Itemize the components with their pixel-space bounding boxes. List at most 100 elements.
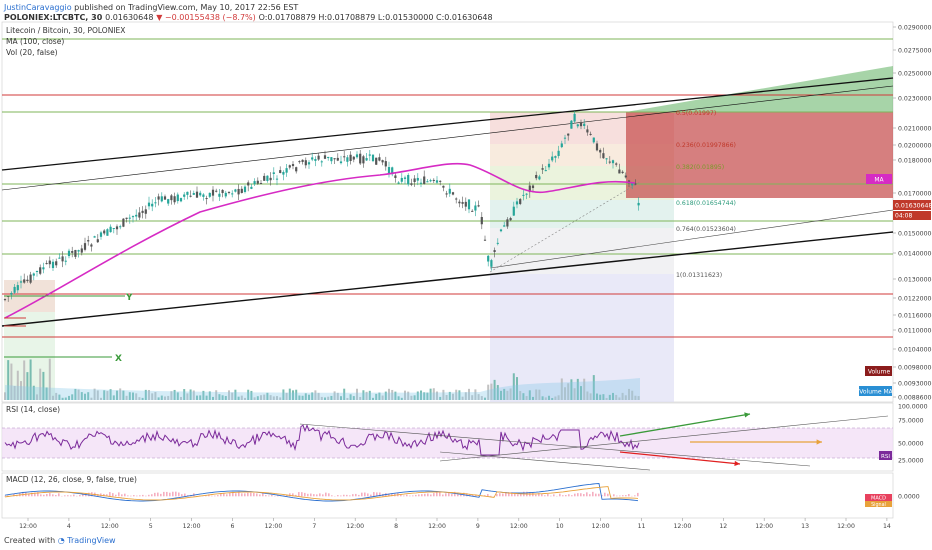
volume-bar bbox=[596, 393, 598, 400]
candle-body bbox=[295, 167, 298, 172]
rsi-legend[interactable]: RSI (14, close) bbox=[6, 405, 61, 414]
macd-legend[interactable]: MACD (12, 26, close, 9, false, true) bbox=[6, 475, 137, 484]
candle-body bbox=[285, 168, 288, 173]
candle-body bbox=[448, 188, 451, 194]
volume-bar bbox=[71, 394, 74, 400]
macd-histogram-bar bbox=[607, 493, 609, 497]
macd-histogram-bar bbox=[355, 493, 357, 497]
volume-bar bbox=[532, 396, 534, 400]
volume-bar bbox=[151, 393, 154, 400]
candle-body bbox=[288, 165, 291, 168]
volume-bar bbox=[224, 396, 227, 400]
macd-histogram-bar bbox=[571, 495, 573, 497]
volume-bar bbox=[356, 388, 358, 400]
volume-bar bbox=[628, 388, 630, 400]
volume-bar bbox=[359, 396, 362, 400]
candle-body bbox=[563, 137, 567, 139]
candle-body bbox=[189, 195, 192, 197]
tradingview-brand[interactable]: TradingView bbox=[67, 536, 116, 545]
vol-legend[interactable]: Vol (20, false) bbox=[6, 48, 58, 57]
volume-bar bbox=[484, 397, 486, 400]
macd-histogram-bar bbox=[340, 495, 342, 497]
candle-body bbox=[496, 242, 499, 244]
macd-histogram-bar bbox=[220, 493, 222, 497]
candle-body bbox=[195, 191, 199, 198]
candle-body bbox=[243, 186, 247, 193]
candle-body bbox=[423, 176, 426, 184]
candle-body bbox=[26, 279, 29, 282]
macd-histogram-bar bbox=[604, 492, 606, 497]
price-tick-label: 0.02100000 bbox=[898, 126, 932, 133]
volume-bar bbox=[77, 389, 80, 400]
volume-bar bbox=[263, 394, 266, 400]
volume-bar bbox=[199, 395, 202, 400]
volume-bar bbox=[420, 390, 422, 400]
volume-bar bbox=[253, 397, 256, 400]
macd-histogram-bar bbox=[358, 494, 360, 497]
volume-bar bbox=[426, 392, 429, 400]
macd-histogram-bar bbox=[553, 494, 555, 497]
macd-histogram-bar bbox=[304, 492, 306, 497]
candle-body bbox=[464, 201, 467, 207]
macd-histogram-bar bbox=[58, 493, 60, 497]
candle-body bbox=[263, 175, 266, 181]
volume-bar bbox=[560, 378, 563, 400]
macd-histogram-bar bbox=[589, 494, 591, 497]
macd-histogram-bar bbox=[253, 492, 255, 497]
volume-bar bbox=[464, 392, 467, 400]
macd-histogram-bar bbox=[511, 492, 513, 497]
candle-body bbox=[432, 179, 435, 181]
macd-histogram-bar bbox=[430, 494, 432, 497]
macd-histogram-bar bbox=[346, 494, 348, 497]
volume-bar bbox=[87, 392, 90, 400]
macd-histogram-bar bbox=[127, 495, 129, 497]
macd-histogram-bar bbox=[31, 492, 33, 497]
candle-body bbox=[234, 189, 237, 192]
macd-histogram-bar bbox=[238, 491, 240, 497]
volume-bar bbox=[122, 390, 125, 400]
candle-body bbox=[131, 216, 135, 218]
candle-body bbox=[154, 202, 157, 204]
ma-legend[interactable]: MA (100, close) bbox=[6, 37, 65, 46]
candle-body bbox=[615, 163, 618, 165]
candle-body bbox=[451, 192, 455, 195]
candle-body bbox=[77, 250, 80, 252]
macd-histogram-bar bbox=[541, 493, 543, 497]
candle-body bbox=[599, 149, 602, 153]
candle-body bbox=[365, 158, 368, 161]
candle-body bbox=[371, 154, 375, 162]
volume-bar bbox=[458, 390, 461, 400]
volume-bar bbox=[314, 390, 317, 400]
candle-body bbox=[183, 194, 186, 197]
candle-body bbox=[538, 176, 541, 180]
channel-bottom-line bbox=[1, 231, 894, 327]
candle-body bbox=[368, 154, 371, 156]
volume-bar bbox=[109, 389, 112, 400]
volume-bar bbox=[423, 392, 426, 400]
volume-bar bbox=[244, 397, 246, 400]
volume-bar bbox=[301, 395, 304, 400]
candle-body bbox=[179, 198, 183, 202]
candle-body bbox=[557, 150, 560, 156]
volume-bar bbox=[362, 390, 365, 400]
time-tick-label: 14 bbox=[883, 523, 891, 530]
volume-bar bbox=[276, 396, 278, 400]
author-link[interactable]: JustinCaravaggio bbox=[4, 3, 72, 12]
macd-histogram-bar bbox=[508, 492, 510, 497]
volume-bar bbox=[573, 388, 576, 400]
candle-body bbox=[39, 267, 42, 274]
volume-bar bbox=[212, 396, 214, 400]
candle-body bbox=[336, 157, 339, 161]
volume-bar bbox=[442, 389, 445, 400]
time-tick-label: 12:00 bbox=[428, 523, 446, 530]
macd-histogram-bar bbox=[406, 494, 408, 497]
candle-body bbox=[71, 251, 74, 253]
main-legend[interactable]: Litecoin / Bitcoin, 30, POLONIEX bbox=[6, 26, 126, 35]
candle-body bbox=[205, 198, 208, 200]
macd-histogram-bar bbox=[574, 493, 576, 497]
volume-bar bbox=[26, 372, 29, 400]
candle-body bbox=[535, 174, 538, 179]
macd-pane bbox=[1, 472, 894, 519]
macd-histogram-bar bbox=[409, 495, 411, 497]
macd-histogram-bar bbox=[475, 495, 477, 497]
